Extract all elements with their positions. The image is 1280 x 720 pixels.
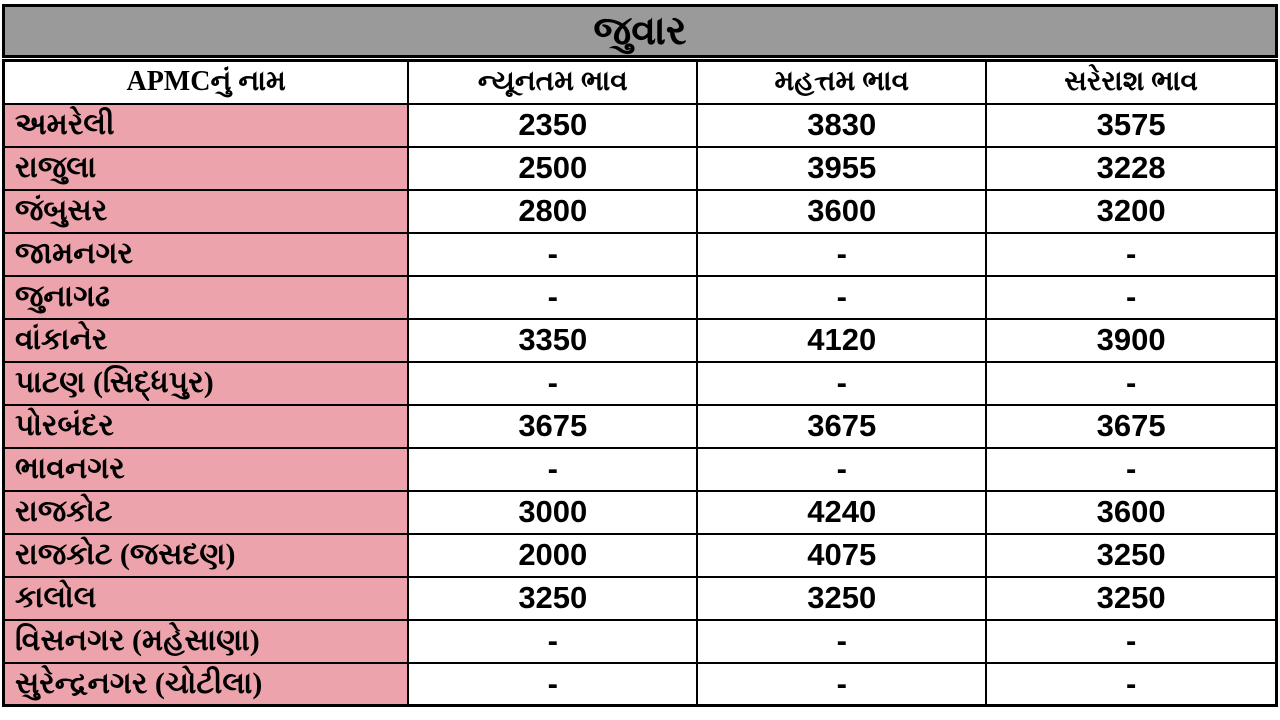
apmc-name-cell: વિસનગર (મહેસાણા) [2,618,410,664]
min-price-cell: 3350 [407,317,699,363]
apmc-name-cell: પાટણ (સિદ્ધપુર) [2,360,410,406]
apmc-name-cell: સુરેન્દ્રનગર (ચોટીલા) [2,661,410,707]
avg-price-cell: 3200 [985,188,1278,234]
apmc-name-cell: પોરબંદર [2,403,410,449]
avg-price-cell: - [985,231,1278,277]
table-row: જંબુસર 2800 3600 3200 [2,188,1278,234]
table-row: પાટણ (સિદ્ધપુર) - - - [2,360,1278,406]
max-price-cell: 3830 [696,102,988,148]
apmc-name-cell: રાજકોટ [2,489,410,535]
table-row: કાલોલ 3250 3250 3250 [2,575,1278,621]
table-row: રાજુલા 2500 3955 3228 [2,145,1278,191]
min-price-cell: - [407,618,699,664]
table-row: સુરેન્દ્રનગર (ચોટીલા) - - - [2,661,1278,707]
apmc-name-cell: અમરેલી [2,102,410,148]
max-price-cell: 4240 [696,489,988,535]
min-price-cell: - [407,360,699,406]
max-price-cell: 3675 [696,403,988,449]
min-price-cell: 2000 [407,532,699,578]
table-row: જુનાગઢ - - - [2,274,1278,320]
avg-price-cell: 3250 [985,575,1278,621]
table-row: ભાવનગર - - - [2,446,1278,492]
max-price-cell: - [696,618,988,664]
apmc-name-cell: ભાવનગર [2,446,410,492]
max-price-cell: 3600 [696,188,988,234]
table-row: વિસનગર (મહેસાણા) - - - [2,618,1278,664]
max-price-cell: 4120 [696,317,988,363]
avg-price-cell: 3675 [985,403,1278,449]
min-price-cell: - [407,231,699,277]
table-row: રાજકોટ (જસદણ) 2000 4075 3250 [2,532,1278,578]
apmc-name-cell: રાજુલા [2,145,410,191]
max-price-cell: - [696,231,988,277]
table-row: પોરબંદર 3675 3675 3675 [2,403,1278,449]
min-price-cell: - [407,446,699,492]
min-price-cell: 3250 [407,575,699,621]
min-price-cell: - [407,274,699,320]
avg-price-cell: - [985,618,1278,664]
column-header-min-price: ન્યૂનતમ ભાવ [407,59,699,105]
avg-price-cell: - [985,360,1278,406]
max-price-cell: 3955 [696,145,988,191]
apmc-name-cell: જંબુસર [2,188,410,234]
max-price-cell: - [696,274,988,320]
avg-price-cell: 3575 [985,102,1278,148]
column-header-apmc-name: APMCનું નામ [2,59,410,105]
apmc-name-cell: વાંકાનેર [2,317,410,363]
avg-price-cell: - [985,446,1278,492]
commodity-title: જુવાર [2,4,1278,58]
column-header-max-price: મહત્તમ ભાવ [696,59,988,105]
max-price-cell: 3250 [696,575,988,621]
min-price-cell: 3675 [407,403,699,449]
apmc-name-cell: કાલોલ [2,575,410,621]
table-row: વાંકાનેર 3350 4120 3900 [2,317,1278,363]
avg-price-cell: 3228 [985,145,1278,191]
table-row: અમરેલી 2350 3830 3575 [2,102,1278,148]
min-price-cell: - [407,661,699,707]
apmc-name-cell: રાજકોટ (જસદણ) [2,532,410,578]
min-price-cell: 2500 [407,145,699,191]
max-price-cell: 4075 [696,532,988,578]
max-price-cell: - [696,360,988,406]
avg-price-cell: - [985,661,1278,707]
table-row: જામનગર - - - [2,231,1278,277]
max-price-cell: - [696,446,988,492]
avg-price-cell: 3250 [985,532,1278,578]
header-row: APMCનું નામ ન્યૂનતમ ભાવ મહત્તમ ભાવ સરેરા… [2,59,1278,105]
avg-price-cell: 3600 [985,489,1278,535]
min-price-cell: 2800 [407,188,699,234]
column-header-avg-price: સરેરાશ ભાવ [985,59,1278,105]
table-row: રાજકોટ 3000 4240 3600 [2,489,1278,535]
avg-price-cell: - [985,274,1278,320]
apmc-name-cell: જામનગર [2,231,410,277]
max-price-cell: - [696,661,988,707]
min-price-cell: 2350 [407,102,699,148]
apmc-name-cell: જુનાગઢ [2,274,410,320]
min-price-cell: 3000 [407,489,699,535]
price-table: APMCનું નામ ન્યૂનતમ ભાવ મહત્તમ ભાવ સરેરા… [2,59,1278,707]
avg-price-cell: 3900 [985,317,1278,363]
